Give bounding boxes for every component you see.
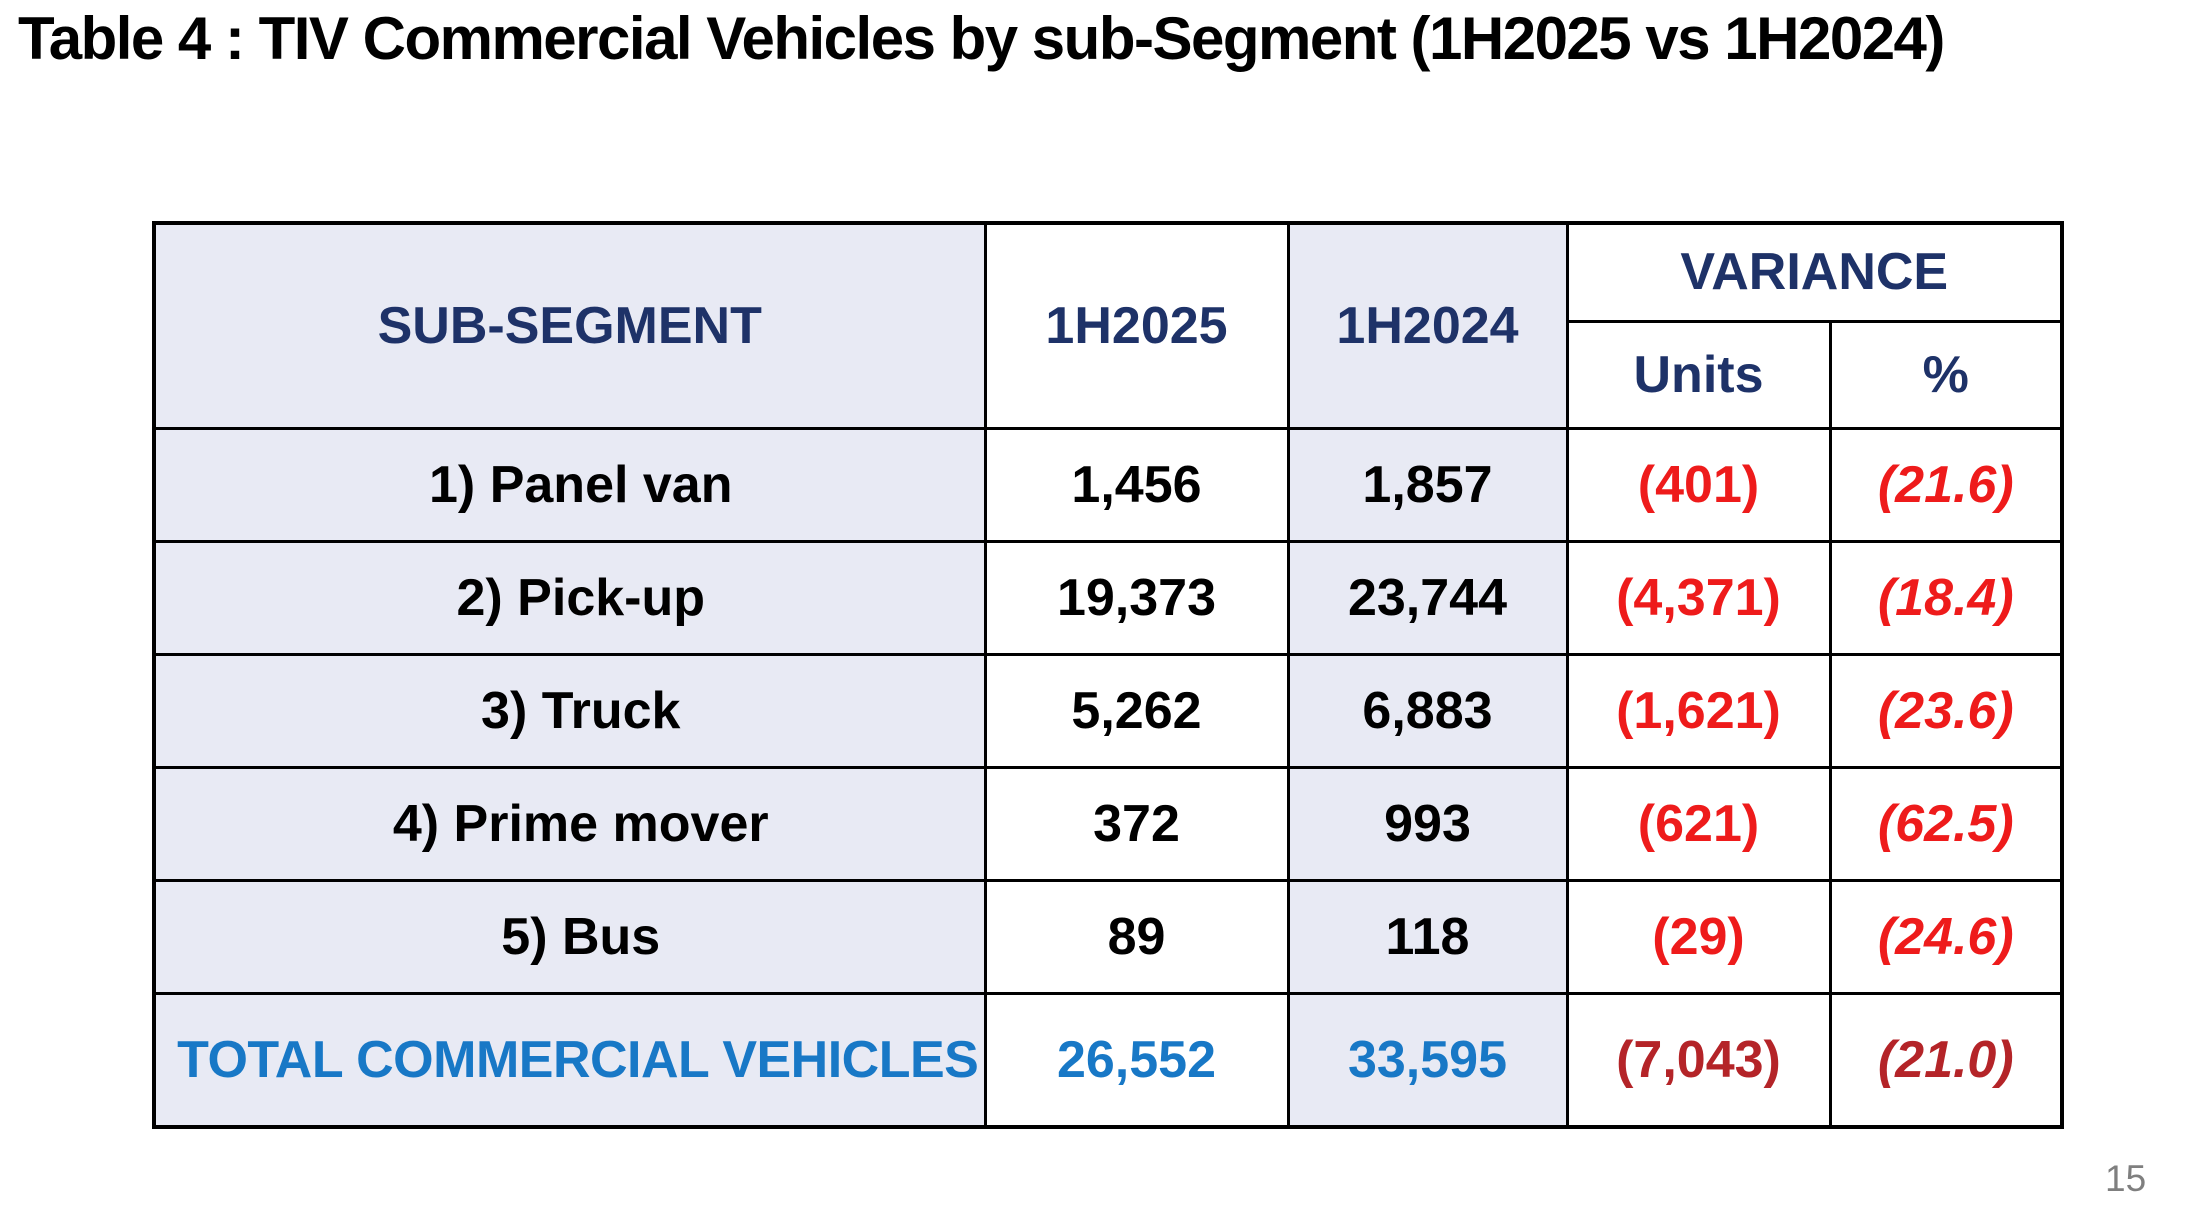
value-1h2025: 19,373 (983, 539, 1290, 656)
row-label: 3) Truck (152, 652, 987, 769)
value-1h2025: 5,262 (983, 652, 1290, 769)
value-1h2025: 1,456 (983, 426, 1290, 543)
variance-units: (1,621) (1565, 652, 1832, 769)
table-header-row-2: Units % (154, 319, 2064, 430)
table-row-total: TOTAL COMMERCIAL VEHICLES 26,552 33,595 … (152, 991, 2064, 1129)
table-row-prime-mover: 4) Prime mover 372 993 (621) (62.5) (152, 765, 2064, 882)
value-1h2025: 89 (983, 878, 1290, 995)
column-header-variance: VARIANCE (1565, 221, 2064, 323)
variance-units: (29) (1565, 878, 1832, 995)
value-1h2024: 6,883 (1286, 652, 1569, 769)
variance-percent: (24.6) (1828, 878, 2064, 995)
column-header-1h2025: 1H2025 (983, 221, 1290, 430)
value-1h2024: 118 (1286, 878, 1569, 995)
total-value-1h2025: 26,552 (983, 991, 1290, 1129)
table-row-bus: 5) Bus 89 118 (29) (24.6) (152, 878, 2064, 995)
value-1h2024: 1,857 (1286, 426, 1569, 543)
variance-units: (401) (1565, 426, 1832, 543)
column-header-sub-segment: SUB-SEGMENT (152, 221, 987, 430)
page-number: 15 (2105, 1158, 2147, 1199)
variance-percent: (23.6) (1828, 652, 2064, 769)
row-label: 5) Bus (152, 878, 987, 995)
variance-units: (4,371) (1565, 539, 1832, 656)
value-1h2024: 993 (1286, 765, 1569, 882)
variance-percent: (18.4) (1828, 539, 2064, 656)
value-1h2025: 372 (983, 765, 1290, 882)
row-label: 2) Pick-up (152, 539, 987, 656)
column-header-1h2024: 1H2024 (1286, 221, 1569, 430)
column-header-variance-units: Units (1565, 319, 1832, 430)
total-variance-units: (7,043) (1565, 991, 1832, 1129)
variance-percent: (62.5) (1828, 765, 2064, 882)
tiv-commercial-vehicles-table: SUB-SEGMENT 1H2025 1H2024 VARIANCE Units… (152, 221, 2064, 1129)
table-row-truck: 3) Truck 5,262 6,883 (1,621) (23.6) (152, 652, 2064, 769)
value-1h2024: 23,744 (1286, 539, 1569, 656)
column-header-variance-percent: % (1828, 319, 2064, 430)
variance-units: (621) (1565, 765, 1832, 882)
row-label: 1) Panel van (152, 426, 987, 543)
variance-percent: (21.6) (1828, 426, 2064, 543)
page-title: Table 4 : TIV Commercial Vehicles by sub… (18, 5, 1945, 72)
total-variance-percent: (21.0) (1828, 991, 2064, 1129)
table-header-row-1: SUB-SEGMENT 1H2025 1H2024 VARIANCE (152, 221, 2064, 430)
row-label: 4) Prime mover (152, 765, 987, 882)
table-row-pick-up: 2) Pick-up 19,373 23,744 (4,371) (18.4) (152, 539, 2064, 656)
table-row-panel-van: 1) Panel van 1,456 1,857 (401) (21.6) (152, 426, 2064, 543)
total-value-1h2024: 33,595 (1286, 991, 1569, 1129)
total-row-label: TOTAL COMMERCIAL VEHICLES (152, 991, 987, 1129)
